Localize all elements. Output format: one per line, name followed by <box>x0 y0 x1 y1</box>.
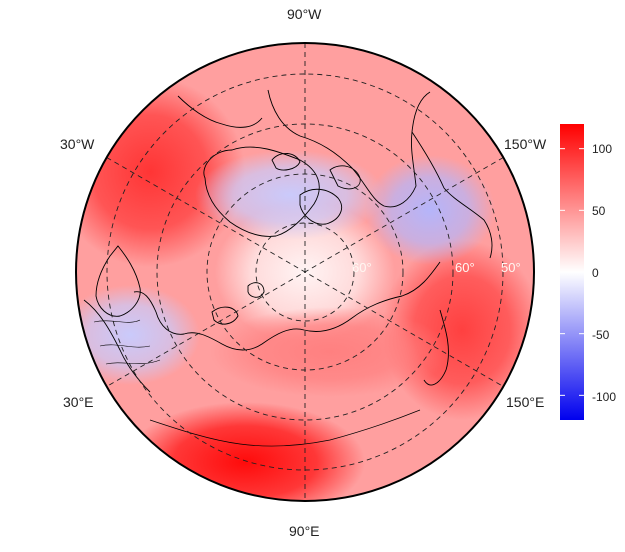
graticule <box>106 43 504 501</box>
map-border <box>75 42 535 502</box>
lat-circle-80 <box>255 222 355 322</box>
meridian-150 <box>106 157 504 387</box>
lat-label-60: 60° <box>352 260 372 275</box>
europe-borders <box>93 319 161 365</box>
anomaly-field <box>76 43 534 501</box>
field-europe-low <box>76 285 200 385</box>
lat-label-50: 50° <box>501 260 521 275</box>
alaska-coast <box>411 131 493 259</box>
lon-label-30e: 30°E <box>63 394 94 410</box>
lat-label-60-east: 60° <box>455 260 475 275</box>
greenland-coast <box>203 146 320 237</box>
asia-borders <box>149 409 421 447</box>
lon-label-90w: 90°W <box>287 6 322 22</box>
lon-label-30w: 30°W <box>60 136 95 152</box>
lon-label-150w: 150°W <box>504 136 547 152</box>
lon-label-90e: 90°E <box>289 523 320 539</box>
kamchatka-coast <box>423 309 449 386</box>
novaya-zemlya-coast <box>211 306 239 325</box>
lon-label-150e: 150°E <box>506 394 545 410</box>
colorbar-tick-label: 0 <box>592 266 599 280</box>
colorbar-tick-label: 100 <box>592 142 613 156</box>
coastlines <box>83 89 493 447</box>
field-alaska-low <box>365 155 495 265</box>
colorbar-tick-label: -50 <box>592 328 610 342</box>
field-siberia-high <box>125 402 365 501</box>
eurasia-coast <box>133 261 441 351</box>
colorbar-tick-label: -100 <box>592 390 617 404</box>
svalbard-coast <box>247 282 265 298</box>
colorbar-tick-label: 50 <box>592 204 606 218</box>
scandinavia-coast <box>95 245 141 317</box>
field-canadian-arctic-low <box>195 150 385 240</box>
field-arctic-coast-high <box>210 307 450 397</box>
